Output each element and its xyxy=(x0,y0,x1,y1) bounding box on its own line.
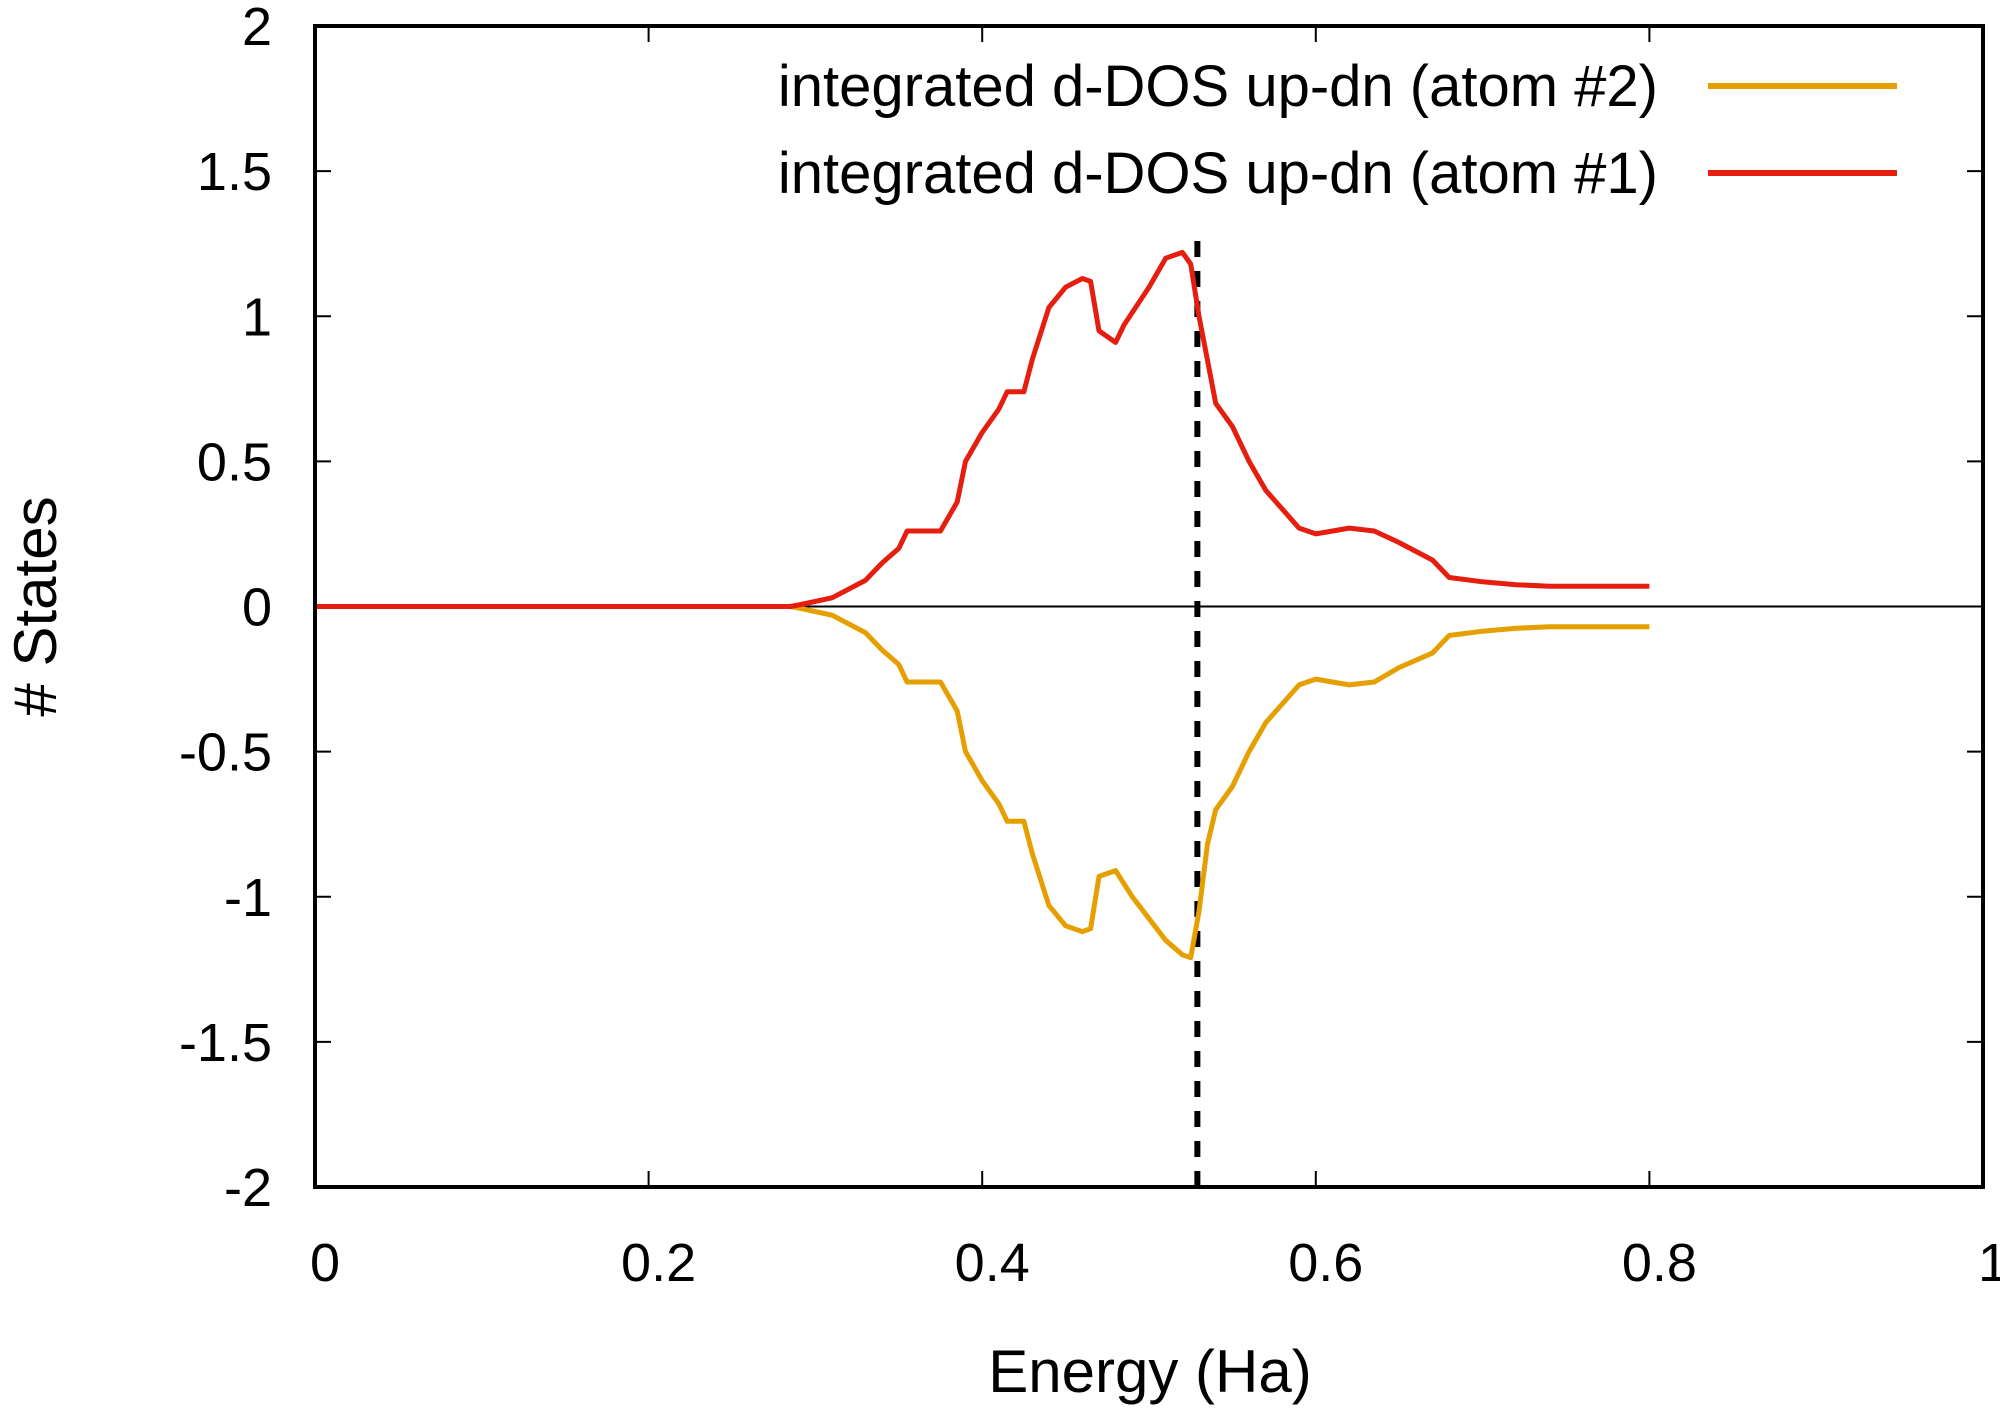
x-axis-label: Energy (Ha) xyxy=(988,1338,1311,1405)
x-tick-label: 0.4 xyxy=(955,1233,1030,1293)
legend-label: integrated d-DOS up-dn (atom #2) xyxy=(778,54,1658,119)
y-axis-label: # States xyxy=(2,496,69,716)
plot-frame xyxy=(313,24,1985,1189)
series-line-2 xyxy=(315,249,1650,609)
x-tick-label: 0.6 xyxy=(1288,1233,1363,1293)
y-tick-label: -0.5 xyxy=(179,723,272,783)
series-line-1 xyxy=(315,604,1650,961)
y-tick-label: -1 xyxy=(224,868,272,928)
legend: integrated d-DOS up-dn (atom #2) integrat… xyxy=(778,54,1897,206)
series-group xyxy=(315,249,1650,961)
x-tick-label: 0.2 xyxy=(621,1233,696,1293)
y-tick-label: 0.5 xyxy=(197,432,272,492)
x-tick-label: 0 xyxy=(310,1233,340,1293)
y-tick-label: 1.5 xyxy=(197,142,272,202)
y-tick-label: -1.5 xyxy=(179,1013,272,1073)
x-tick-label: 0.8 xyxy=(1622,1233,1697,1293)
y-tick-label: 1 xyxy=(242,287,272,347)
y-tick-label: -2 xyxy=(224,1158,272,1218)
y-tick-label: 2 xyxy=(242,0,272,57)
ticks: 0 0.2 0.4 0.6 0.8 1 2 1.5 1 0.5 0 -0.5 -1 -1.5 -2 xyxy=(179,0,2000,1293)
y-tick-label: 0 xyxy=(242,578,272,638)
x-tick-label: 1 xyxy=(1978,1233,2000,1293)
legend-label: integrated d-DOS up-dn (atom #1) xyxy=(778,141,1658,206)
